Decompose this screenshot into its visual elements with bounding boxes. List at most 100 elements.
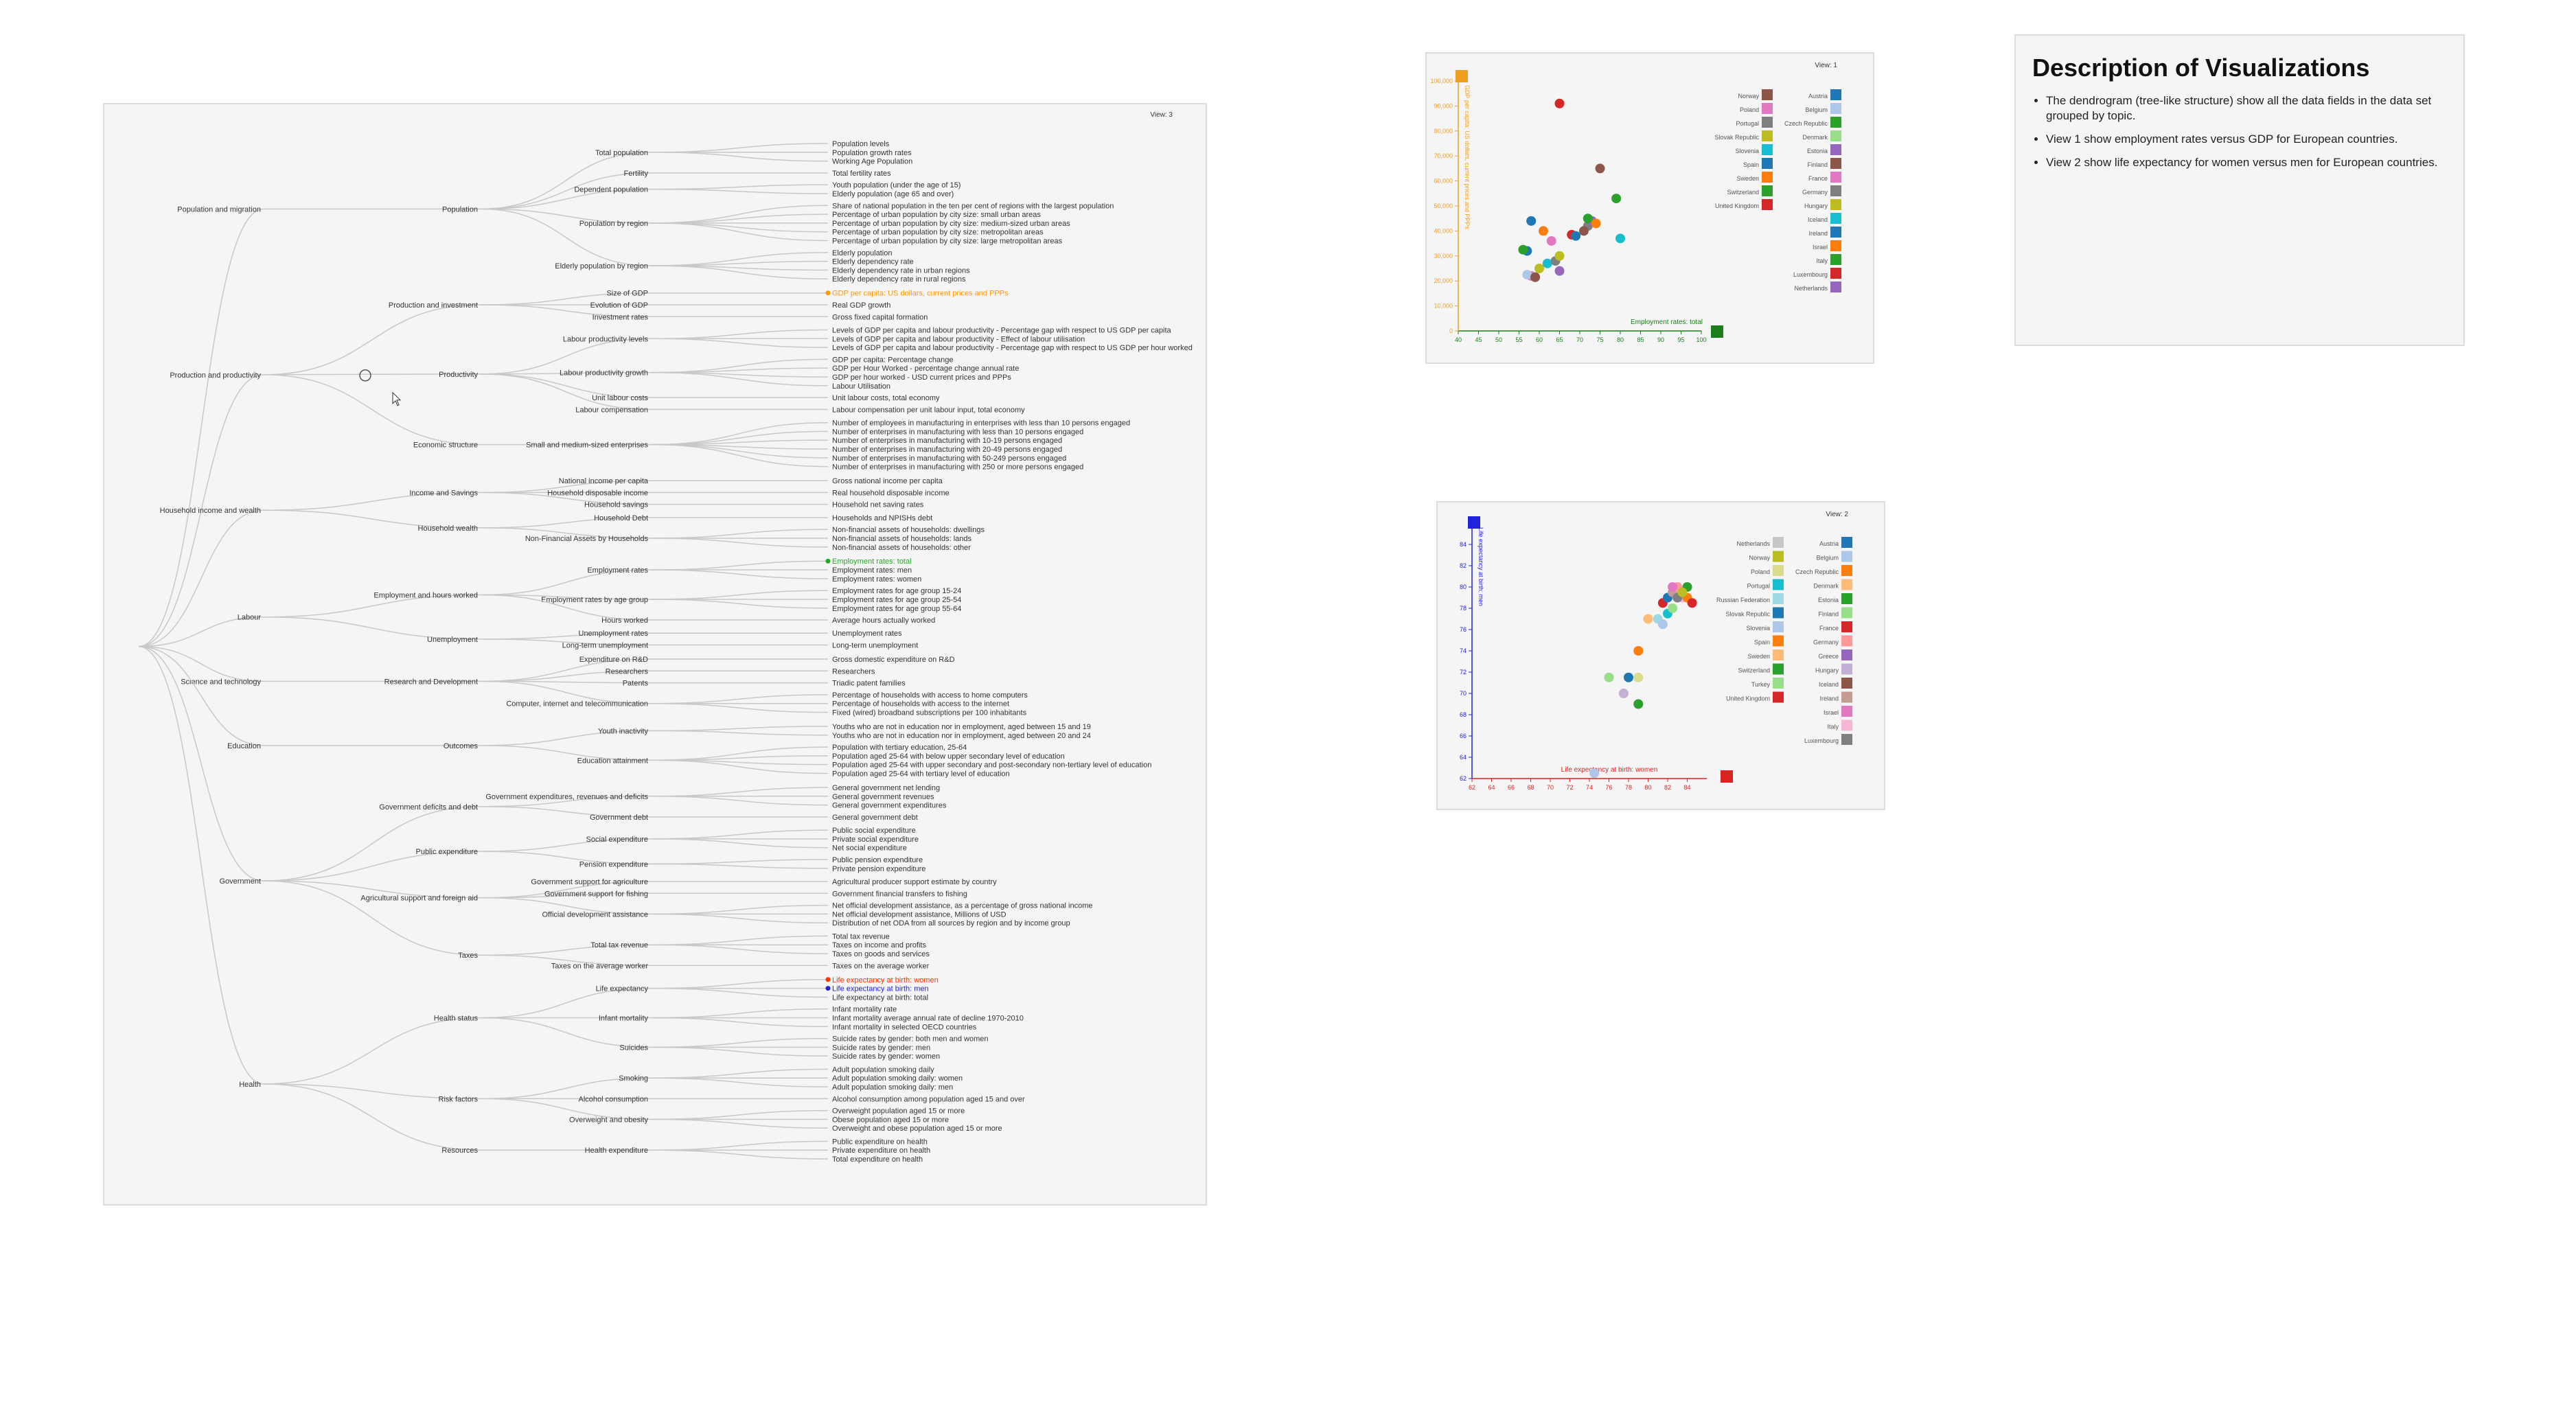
tree-leaf-label[interactable]: Elderly dependency rate in urban regions: [832, 266, 970, 275]
scatter-point[interactable]: [1578, 226, 1589, 236]
legend-country-label[interactable]: Slovenia: [1735, 148, 1759, 154]
tree-group-label[interactable]: Labour productivity growth: [560, 369, 648, 378]
scatter-point[interactable]: [1538, 226, 1548, 236]
legend-swatch[interactable]: [1773, 635, 1784, 647]
scatter-point[interactable]: [1687, 598, 1697, 608]
tree-leaf-label[interactable]: Levels of GDP per capita and labour prod…: [832, 344, 1193, 352]
view2-scatter-svg[interactable]: 62 64 66 68 70 72 74 76 78 80 82 84 62 64 66 68 70 72 74 76…: [1438, 503, 1884, 809]
tree-leaf-label[interactable]: Infant mortality average annual rate of …: [832, 1014, 1024, 1022]
legend-country-label[interactable]: Poland: [1740, 106, 1759, 113]
legend-country-label[interactable]: Denmark: [1813, 583, 1839, 590]
tree-leaf-label[interactable]: Levels of GDP per capita and labour prod…: [832, 326, 1172, 334]
legend-country-label[interactable]: Austria: [1808, 93, 1828, 100]
tree-leaf-label[interactable]: Alcohol consumption among population age…: [832, 1095, 1025, 1103]
tree-group-label[interactable]: Elderly population by region: [555, 262, 648, 270]
tree-leaf-label[interactable]: Gross domestic expenditure on R&D: [832, 656, 955, 664]
legend-swatch[interactable]: [1830, 103, 1841, 114]
tree-group-label[interactable]: Overweight and obesity: [569, 1116, 648, 1124]
view1-scatter-svg[interactable]: 40 45 50 55 60 65 70 75 80 85 90 95 100 0 10,000 20,000…: [1427, 54, 1873, 362]
legend-swatch[interactable]: [1773, 551, 1784, 562]
tree-group-label[interactable]: Patents: [623, 680, 649, 688]
tree-topic-label[interactable]: Health: [239, 1081, 261, 1089]
legend-country-label[interactable]: Belgium: [1805, 106, 1828, 113]
legend-country-label[interactable]: Ireland: [1819, 695, 1839, 702]
scatter-point[interactable]: [1554, 251, 1565, 261]
tree-leaf-label[interactable]: Working Age Population: [832, 158, 912, 166]
legend-swatch[interactable]: [1830, 144, 1841, 155]
tree-leaf-label[interactable]: Population levels: [832, 140, 890, 148]
legend-swatch[interactable]: [1773, 663, 1784, 675]
legend-country-label[interactable]: Switzerland: [1738, 667, 1770, 674]
legend-country-label[interactable]: Slovak Republic: [1714, 134, 1759, 141]
tree-leaf-label[interactable]: Number of employees in manufacturing in …: [832, 419, 1130, 428]
legend-swatch[interactable]: [1773, 649, 1784, 660]
legend-country-label[interactable]: Finland: [1818, 611, 1839, 618]
tree-leaf-label[interactable]: Long-term unemployment: [832, 642, 918, 650]
tree-leaf-label[interactable]: Employment rates for age group 55-64: [832, 605, 961, 613]
tree-leaf-label[interactable]: Life expectancy at birth: total: [832, 993, 928, 1002]
tree-leaf-label[interactable]: Youth population (under the age of 15): [832, 181, 961, 189]
tree-leaf-label[interactable]: Taxes on the average worker: [832, 962, 930, 970]
legend-swatch[interactable]: [1830, 281, 1841, 292]
tree-group-label[interactable]: Hours worked: [601, 617, 648, 625]
legend-swatch[interactable]: [1762, 103, 1773, 114]
tree-leaf-label[interactable]: General government expenditures: [832, 802, 947, 810]
tree-group-label[interactable]: Size of GDP: [606, 290, 648, 298]
legend-country-label[interactable]: Switzerland: [1727, 189, 1759, 196]
tree-leaf-label[interactable]: Real household disposable income: [832, 489, 950, 497]
scatter-point[interactable]: [1611, 194, 1622, 204]
tree-leaf-label[interactable]: Total expenditure on health: [832, 1155, 923, 1164]
scatter-point[interactable]: [1657, 619, 1668, 630]
tree-group-label[interactable]: Government debt: [590, 814, 648, 822]
scatter-point[interactable]: [1618, 689, 1629, 698]
tree-group-label[interactable]: Expenditure on R&D: [579, 656, 648, 664]
legend-swatch[interactable]: [1773, 691, 1784, 703]
tree-leaf-label[interactable]: Household net saving rates: [832, 501, 924, 509]
scatter-point[interactable]: [1546, 235, 1556, 246]
tree-leaf-label[interactable]: Adult population smoking daily: men: [832, 1083, 953, 1092]
tree-group-label[interactable]: Life expectancy: [596, 985, 649, 993]
legend-swatch[interactable]: [1762, 89, 1773, 100]
legend-country-label[interactable]: Czech Republic: [1784, 120, 1828, 127]
tree-leaf-label[interactable]: Adult population smoking daily: women: [832, 1074, 963, 1083]
tree-group-label[interactable]: Computer, internet and telecommunication: [506, 700, 648, 709]
tree-leaf-label[interactable]: Employment rates: men: [832, 566, 912, 575]
tree-leaf-label[interactable]: Life expectancy at birth: men: [832, 985, 929, 993]
legend-swatch[interactable]: [1830, 158, 1841, 169]
legend-swatch[interactable]: [1762, 199, 1773, 210]
legend-country-label[interactable]: Czech Republic: [1795, 568, 1839, 575]
scatter-point[interactable]: [1624, 672, 1633, 682]
tree-leaf-label[interactable]: Employment rates: women: [832, 575, 921, 584]
legend-country-label[interactable]: Germany: [1802, 189, 1828, 196]
tree-leaf-label[interactable]: Gross national income per capita: [832, 477, 943, 485]
legend-swatch[interactable]: [1773, 678, 1784, 689]
tree-leaf-label[interactable]: Unit labour costs, total economy: [832, 394, 940, 402]
tree-leaf-label[interactable]: Life expectancy at birth: women: [832, 976, 939, 984]
scatter-point[interactable]: [1571, 231, 1581, 241]
legend-swatch[interactable]: [1841, 607, 1852, 619]
x-axis-color-swatch[interactable]: [1711, 325, 1723, 338]
tree-group-label[interactable]: Total population: [595, 149, 648, 157]
legend-swatch[interactable]: [1841, 551, 1852, 562]
legend-swatch[interactable]: [1773, 579, 1784, 590]
legend-country-label[interactable]: Luxembourg: [1793, 271, 1828, 278]
legend-country-label[interactable]: Slovenia: [1746, 625, 1770, 632]
scatter-point[interactable]: [1595, 163, 1605, 174]
legend-swatch[interactable]: [1762, 158, 1773, 169]
scatter-point[interactable]: [1633, 672, 1644, 682]
tree-leaf-label[interactable]: Elderly dependency rate: [832, 258, 914, 266]
tree-leaf-label[interactable]: Youths who are not in education nor in e…: [832, 723, 1091, 731]
legend-swatch[interactable]: [1762, 117, 1773, 128]
legend-swatch[interactable]: [1841, 565, 1852, 576]
tree-leaf-label[interactable]: Suicide rates by gender: both men and wo…: [832, 1035, 988, 1044]
tree-leaf-label[interactable]: Percentage of urban population by city s…: [832, 237, 1063, 245]
tree-leaf-label[interactable]: Percentage of households with access to …: [832, 691, 1028, 700]
scatter-point[interactable]: [1643, 614, 1653, 624]
scatter-point[interactable]: [1668, 603, 1678, 613]
tree-leaf-label[interactable]: Private pension expenditure: [832, 865, 925, 873]
tree-leaf-label[interactable]: GDP per hour worked - USD current prices…: [832, 373, 1011, 382]
legend-country-label[interactable]: Estonia: [1818, 597, 1839, 603]
legend-swatch[interactable]: [1830, 130, 1841, 141]
tree-group-label[interactable]: Social expenditure: [586, 836, 648, 844]
tree-leaf-label[interactable]: Number of enterprises in manufacturing w…: [832, 428, 1083, 436]
